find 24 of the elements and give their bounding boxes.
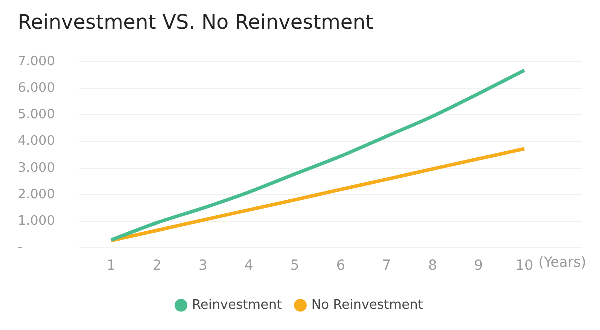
y-tick-label: 1.000 bbox=[18, 214, 56, 229]
legend-label: Reinvestment bbox=[192, 298, 282, 313]
y-tick-label: 4.000 bbox=[18, 134, 56, 150]
y-tick-label: 6.000 bbox=[18, 80, 56, 96]
x-tick-label: 9 bbox=[474, 258, 484, 274]
x-tick-label: 10 bbox=[516, 258, 534, 274]
line-series bbox=[110, 68, 526, 242]
x-tick-label: 7 bbox=[382, 258, 392, 274]
x-tick-label: 1 bbox=[106, 258, 116, 274]
x-tick-label: 8 bbox=[428, 258, 438, 274]
chart-title: Reinvestment VS. No Reinvestment bbox=[18, 10, 374, 34]
line-series bbox=[110, 147, 526, 242]
x-tick-label: 4 bbox=[244, 258, 254, 274]
x-axis-title: (Years) bbox=[538, 254, 586, 271]
y-tick-label: 7.000 bbox=[18, 54, 56, 70]
y-tick-label: 2.000 bbox=[18, 187, 56, 202]
y-tick-label: 5.000 bbox=[18, 108, 56, 123]
x-tick-label: 6 bbox=[336, 258, 346, 274]
y-tick-label: 3.000 bbox=[18, 160, 56, 176]
x-tick-label: 2 bbox=[152, 258, 162, 274]
legend-label: No Reinvestment bbox=[312, 298, 424, 313]
x-tick-label: 5 bbox=[290, 258, 300, 274]
x-tick-label: 3 bbox=[198, 258, 208, 274]
y-tick-label: - bbox=[18, 240, 23, 256]
